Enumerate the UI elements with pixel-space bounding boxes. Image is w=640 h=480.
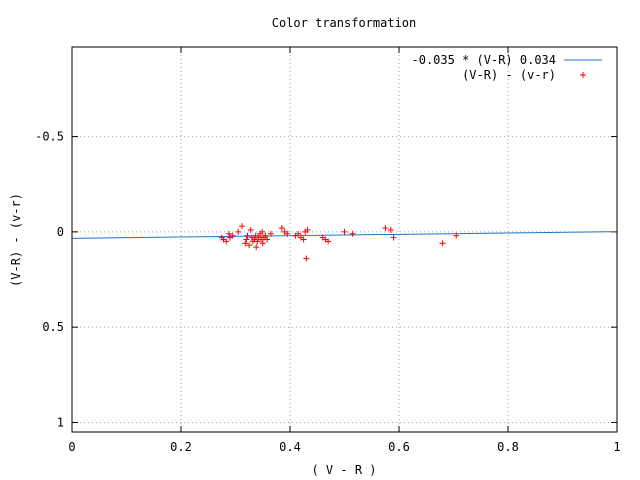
- data-point: [243, 236, 250, 243]
- chart-title: Color transformation: [272, 16, 417, 30]
- data-points-series: [218, 223, 460, 262]
- data-point: [259, 240, 266, 247]
- y-axis-label: (V-R) - (v-r): [9, 193, 23, 287]
- data-point: [264, 236, 271, 243]
- x-tick-label: 0: [68, 440, 75, 454]
- x-tick-label: 1: [613, 440, 620, 454]
- data-point: [262, 232, 269, 239]
- data-point: [259, 228, 266, 235]
- data-point: [239, 223, 246, 230]
- legend: -0.035 * (V-R) 0.034(V-R) - (v-r): [412, 53, 602, 82]
- x-tick-label: 0.8: [497, 440, 519, 454]
- x-tick-label: 0.2: [170, 440, 192, 454]
- data-point: [284, 230, 291, 237]
- data-point: [267, 230, 274, 237]
- data-point: [453, 232, 460, 239]
- legend-label-fit-line: -0.035 * (V-R) 0.034: [412, 53, 557, 67]
- x-axis-label: ( V - R ): [311, 463, 376, 477]
- x-tick-label: 0.6: [388, 440, 410, 454]
- data-point: [254, 238, 261, 245]
- data-point: [304, 226, 311, 233]
- data-point: [242, 240, 249, 247]
- data-point: [244, 232, 251, 239]
- axis-ticks: 0 0.2 0.4 0.6 0.8 1 -0.5 0 0.5 1: [35, 47, 621, 454]
- data-point: [295, 230, 302, 237]
- data-point: [382, 225, 389, 232]
- data-point: [229, 232, 236, 239]
- fit-line: [71, 231, 618, 239]
- data-point: [246, 242, 253, 249]
- legend-label-points: (V-R) - (v-r): [462, 68, 556, 82]
- y-tick-label: 0.5: [42, 320, 64, 334]
- data-point: [235, 228, 242, 235]
- data-point: [325, 238, 332, 245]
- grid: [72, 47, 617, 432]
- y-tick-label: 0: [57, 225, 64, 239]
- data-point: [303, 255, 310, 262]
- data-point: [390, 234, 397, 241]
- data-point: [439, 240, 446, 247]
- x-tick-label: 0.4: [279, 440, 301, 454]
- y-tick-label: -0.5: [35, 130, 64, 144]
- data-point: [253, 244, 260, 251]
- data-point: [387, 226, 394, 233]
- data-point: [247, 226, 254, 233]
- fit-line-series: [71, 231, 618, 239]
- plot-frame: [71, 46, 618, 433]
- data-point: [300, 236, 307, 243]
- y-tick-label: 1: [57, 415, 64, 429]
- data-point: [278, 225, 285, 232]
- data-point: [349, 230, 356, 237]
- data-point: [225, 230, 232, 237]
- data-point: [223, 238, 230, 245]
- data-point: [341, 228, 348, 235]
